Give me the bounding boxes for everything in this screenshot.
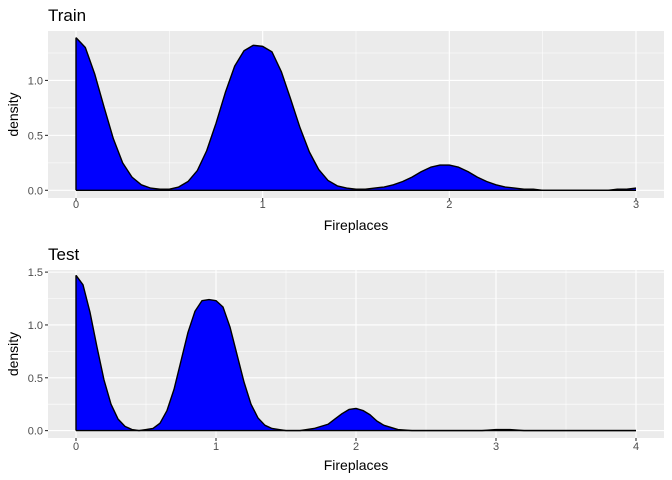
- chart-panel-train: 0 1 2 3 0.0 0.5 1.0 Train Fireplaces density: [5, 6, 664, 233]
- y-tick-label: 1.0: [28, 320, 43, 332]
- chart-panel-test: 0 1 2 3 4 0.0 0.5 1.0 1.5 Test Fireplaces density: [5, 245, 664, 473]
- density-area: [76, 37, 636, 191]
- x-tick-label: 3: [493, 441, 499, 453]
- y-tick-label: 1.0: [28, 75, 43, 87]
- x-axis-title: Fireplaces: [324, 217, 389, 233]
- x-tick-label: 2: [446, 199, 452, 211]
- x-tick-label: 2: [353, 441, 359, 453]
- x-axis-title: Fireplaces: [324, 457, 389, 473]
- y-axis-title: density: [5, 92, 21, 136]
- y-tick-label: 1.5: [28, 267, 43, 279]
- x-tick-label: 3: [633, 199, 639, 211]
- y-tick-label: 0.5: [28, 130, 43, 142]
- panel-title: Train: [48, 6, 86, 25]
- y-tick-label: 0.5: [28, 373, 43, 385]
- y-axis-title: density: [5, 332, 21, 376]
- x-tick-label: 4: [633, 441, 639, 453]
- density-area: [76, 275, 636, 431]
- x-tick-label: 1: [260, 199, 266, 211]
- y-tick-label: 0.0: [28, 426, 43, 438]
- x-tick-label: 1: [213, 441, 219, 453]
- y-tick-label: 0.0: [28, 185, 43, 197]
- x-tick-label: 0: [73, 441, 79, 453]
- panel-title: Test: [48, 245, 79, 264]
- x-tick-label: 0: [73, 199, 79, 211]
